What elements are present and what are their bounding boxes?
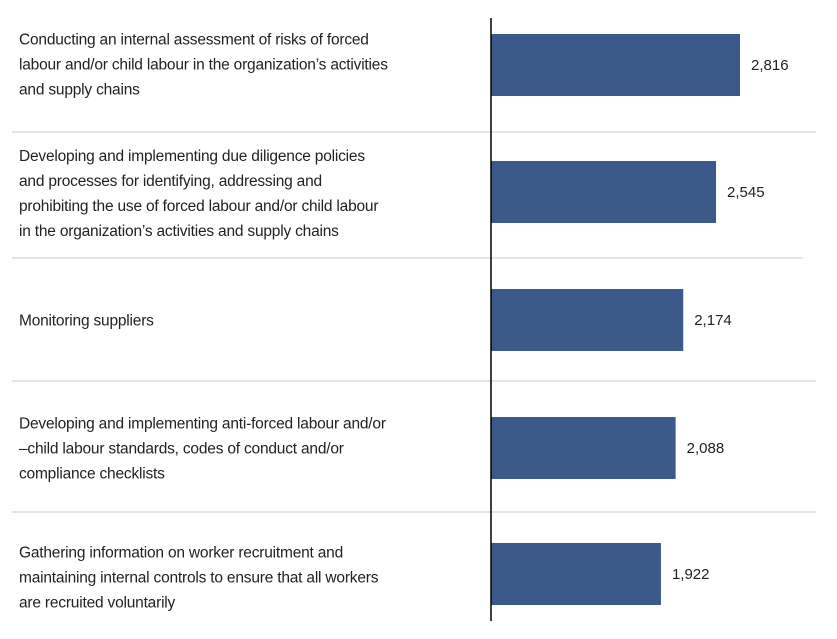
category-label-line: Developing and implementing due diligenc… (19, 148, 365, 165)
category-label-line: Monitoring suppliers (19, 312, 154, 330)
category-label-line: are recruited voluntarily (19, 594, 176, 612)
bar (491, 34, 740, 96)
category-label: Conducting an internal assessment of ris… (19, 28, 479, 103)
bar (491, 417, 676, 479)
value-label: 2,174 (694, 312, 732, 329)
category-label-line: Conducting an internal assessment of ris… (19, 31, 369, 49)
bar (491, 543, 661, 605)
category-label-line: –child labour standards, codes of conduc… (19, 440, 344, 458)
category-label-line: in the organization’s activities and sup… (19, 223, 339, 240)
value-label: 2,816 (751, 57, 789, 74)
category-label-line: prohibiting the use of forced labour and… (19, 198, 379, 215)
category-label-line: Gathering information on worker recruitm… (19, 544, 344, 562)
value-label: 2,088 (687, 440, 725, 457)
category-label-line: maintaining internal controls to ensure … (19, 569, 379, 587)
category-label-line: and processes for identifying, addressin… (19, 173, 322, 190)
category-label: Gathering information on worker recruitm… (19, 541, 479, 616)
category-label: Developing and implementing due diligenc… (19, 144, 479, 244)
bar (491, 161, 717, 223)
value-label: 2,545 (727, 184, 765, 201)
bar (491, 289, 684, 351)
category-label-line: labour and/or child labour in the organi… (19, 56, 388, 74)
category-label: Developing and implementing anti-forced … (19, 412, 479, 487)
category-label-line: Developing and implementing anti-forced … (19, 415, 386, 433)
category-label-line: compliance checklists (19, 465, 165, 483)
value-label: 1,922 (672, 566, 710, 583)
category-label: Monitoring suppliers (19, 309, 479, 334)
category-label-line: and supply chains (19, 81, 140, 99)
